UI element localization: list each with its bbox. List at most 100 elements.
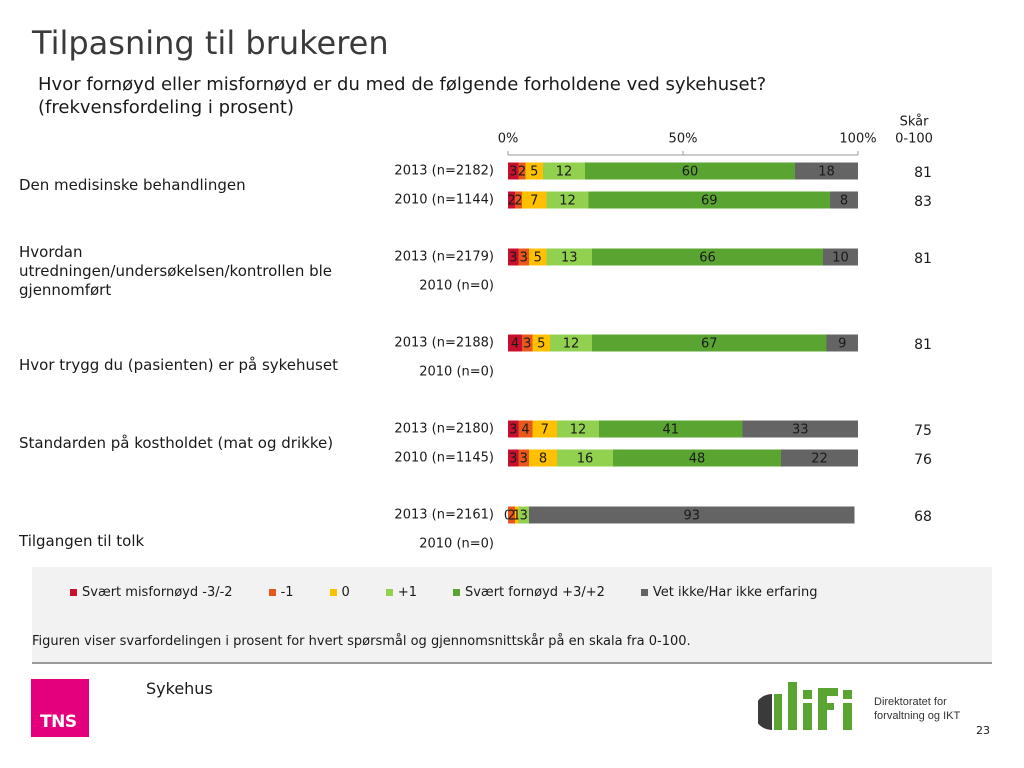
row-label: 2010 (n=0) bbox=[419, 279, 494, 294]
bar-value-label: 10 bbox=[832, 251, 849, 266]
bar-value-label: 7 bbox=[530, 194, 538, 209]
bar-value-label: 8 bbox=[539, 452, 547, 467]
row-label: 2010 (n=0) bbox=[419, 537, 494, 552]
bar-segment bbox=[529, 449, 557, 467]
legend-swatch bbox=[452, 589, 460, 596]
bar-value-label: 66 bbox=[699, 251, 716, 266]
bar-segment bbox=[508, 420, 519, 438]
row-label: 2013 (n=2182) bbox=[394, 164, 494, 179]
bar-segment bbox=[532, 334, 550, 352]
score-value: 75 bbox=[914, 423, 932, 439]
row-label: 2013 (n=2180) bbox=[394, 422, 494, 437]
question-label: gjennomført bbox=[19, 281, 111, 299]
bar-segment bbox=[518, 162, 526, 180]
legend-swatch bbox=[329, 589, 337, 596]
bar-value-label: 67 bbox=[701, 337, 718, 352]
bar-segment bbox=[518, 248, 529, 266]
bar-value-label: 12 bbox=[563, 337, 580, 352]
bar-value-label: 3 bbox=[509, 165, 517, 180]
bar-value-label: 60 bbox=[682, 165, 699, 180]
bar-segment bbox=[508, 248, 519, 266]
bar-segment bbox=[823, 248, 858, 266]
bar-segment bbox=[518, 449, 529, 467]
question-label: Den medisinske behandlingen bbox=[19, 176, 246, 194]
legend-label: Svært misfornøyd -3/-2 bbox=[82, 585, 233, 600]
bar-segment bbox=[588, 191, 830, 209]
bar-value-label: 1 bbox=[513, 509, 521, 524]
bar-segment bbox=[613, 449, 781, 467]
bar-segment bbox=[599, 420, 743, 438]
bar-segment bbox=[515, 191, 522, 209]
bar-segment bbox=[532, 420, 557, 438]
bar-segment bbox=[522, 334, 533, 352]
bar-value-label: 22 bbox=[811, 452, 828, 467]
bar-value-label: 69 bbox=[701, 194, 718, 209]
bar-value-label: 3 bbox=[523, 337, 531, 352]
bar-value-label: 3 bbox=[509, 452, 517, 467]
bar-value-label: 9 bbox=[838, 337, 846, 352]
tns-logo-text: TNS bbox=[40, 712, 77, 732]
bar-value-label: 3 bbox=[520, 509, 528, 524]
bar-segment bbox=[515, 506, 519, 524]
bar-segment bbox=[522, 191, 547, 209]
bar-value-label: 3 bbox=[509, 251, 517, 266]
bar-segment bbox=[508, 334, 522, 352]
bar-segment bbox=[781, 449, 858, 467]
row-label: 2013 (n=2179) bbox=[394, 250, 494, 265]
bar-value-label: 48 bbox=[689, 452, 706, 467]
legend-band: Svært misfornøyd -3/-2 -1 0 +1 Svært fornøyd… bbox=[32, 567, 992, 664]
legend-swatch bbox=[640, 589, 648, 596]
page-number: 23 bbox=[976, 724, 990, 737]
legend-swatch bbox=[70, 589, 77, 596]
bar-value-label: 3 bbox=[509, 423, 517, 438]
bar-segment bbox=[550, 334, 592, 352]
bar-segment bbox=[543, 162, 585, 180]
bar-segment bbox=[529, 506, 855, 524]
bar-value-label: 7 bbox=[541, 423, 549, 438]
legend-item: Svært fornøyd +3/+2 bbox=[452, 585, 605, 600]
bar-segment bbox=[508, 449, 519, 467]
bar-value-label: 33 bbox=[792, 423, 809, 438]
bar-value-label: 5 bbox=[537, 337, 545, 352]
score-value: 81 bbox=[914, 251, 932, 267]
question-label: Hvor trygg du (pasienten) er på sykehuse… bbox=[19, 356, 338, 374]
bar-segment bbox=[546, 248, 592, 266]
slide-title: Tilpasning til brukeren bbox=[32, 24, 389, 62]
question-label: Standarden på kostholdet (mat og drikke) bbox=[19, 434, 333, 452]
legend-swatch bbox=[268, 589, 276, 596]
bar-segment bbox=[557, 449, 613, 467]
footnote: Figuren viser svarfordelingen i prosent … bbox=[32, 634, 691, 649]
bar-segment bbox=[508, 162, 519, 180]
score-value: 81 bbox=[914, 165, 932, 181]
legend-item: Svært misfornøyd -3/-2 bbox=[70, 585, 233, 600]
bar-value-label: 2 bbox=[514, 194, 522, 209]
bar-value-label: 16 bbox=[577, 452, 594, 467]
footer-label: Sykehus bbox=[146, 679, 213, 698]
legend-label: -1 bbox=[280, 585, 294, 600]
score-value: 76 bbox=[914, 452, 932, 468]
bar-value-label: 3 bbox=[520, 251, 528, 266]
difi-tagline-line2: forvaltning og IKT bbox=[874, 710, 961, 722]
bar-segment bbox=[518, 506, 529, 524]
chart-legend: Svært misfornøyd -3/-2 -1 0 +1 Svært fornøyd… bbox=[70, 585, 854, 600]
bar-segment bbox=[508, 506, 515, 524]
difi-tagline-line1: Direktoratet for bbox=[874, 696, 947, 708]
bar-segment bbox=[508, 191, 515, 209]
legend-label: Svært fornøyd +3/+2 bbox=[464, 585, 605, 600]
question-label: Tilgangen til tolk bbox=[18, 532, 144, 550]
bar-segment bbox=[585, 162, 795, 180]
row-label: 2010 (n=0) bbox=[419, 365, 494, 380]
tns-logo: TNS bbox=[31, 679, 89, 737]
legend-item: 0 bbox=[329, 585, 350, 600]
score-header-line1: Skår bbox=[900, 115, 930, 130]
legend-item: Vet ikke/Har ikke erfaring bbox=[640, 585, 818, 600]
bar-segment bbox=[592, 248, 823, 266]
bar-value-label: 18 bbox=[818, 165, 835, 180]
legend-label: Vet ikke/Har ikke erfaring bbox=[652, 585, 818, 600]
bar-value-label: 5 bbox=[530, 165, 538, 180]
bar-value-label: 12 bbox=[559, 194, 576, 209]
score-value: 81 bbox=[914, 337, 932, 353]
bar-segment bbox=[592, 334, 827, 352]
score-header-line2: 0-100 bbox=[895, 132, 933, 147]
bar-value-label: 41 bbox=[662, 423, 679, 438]
